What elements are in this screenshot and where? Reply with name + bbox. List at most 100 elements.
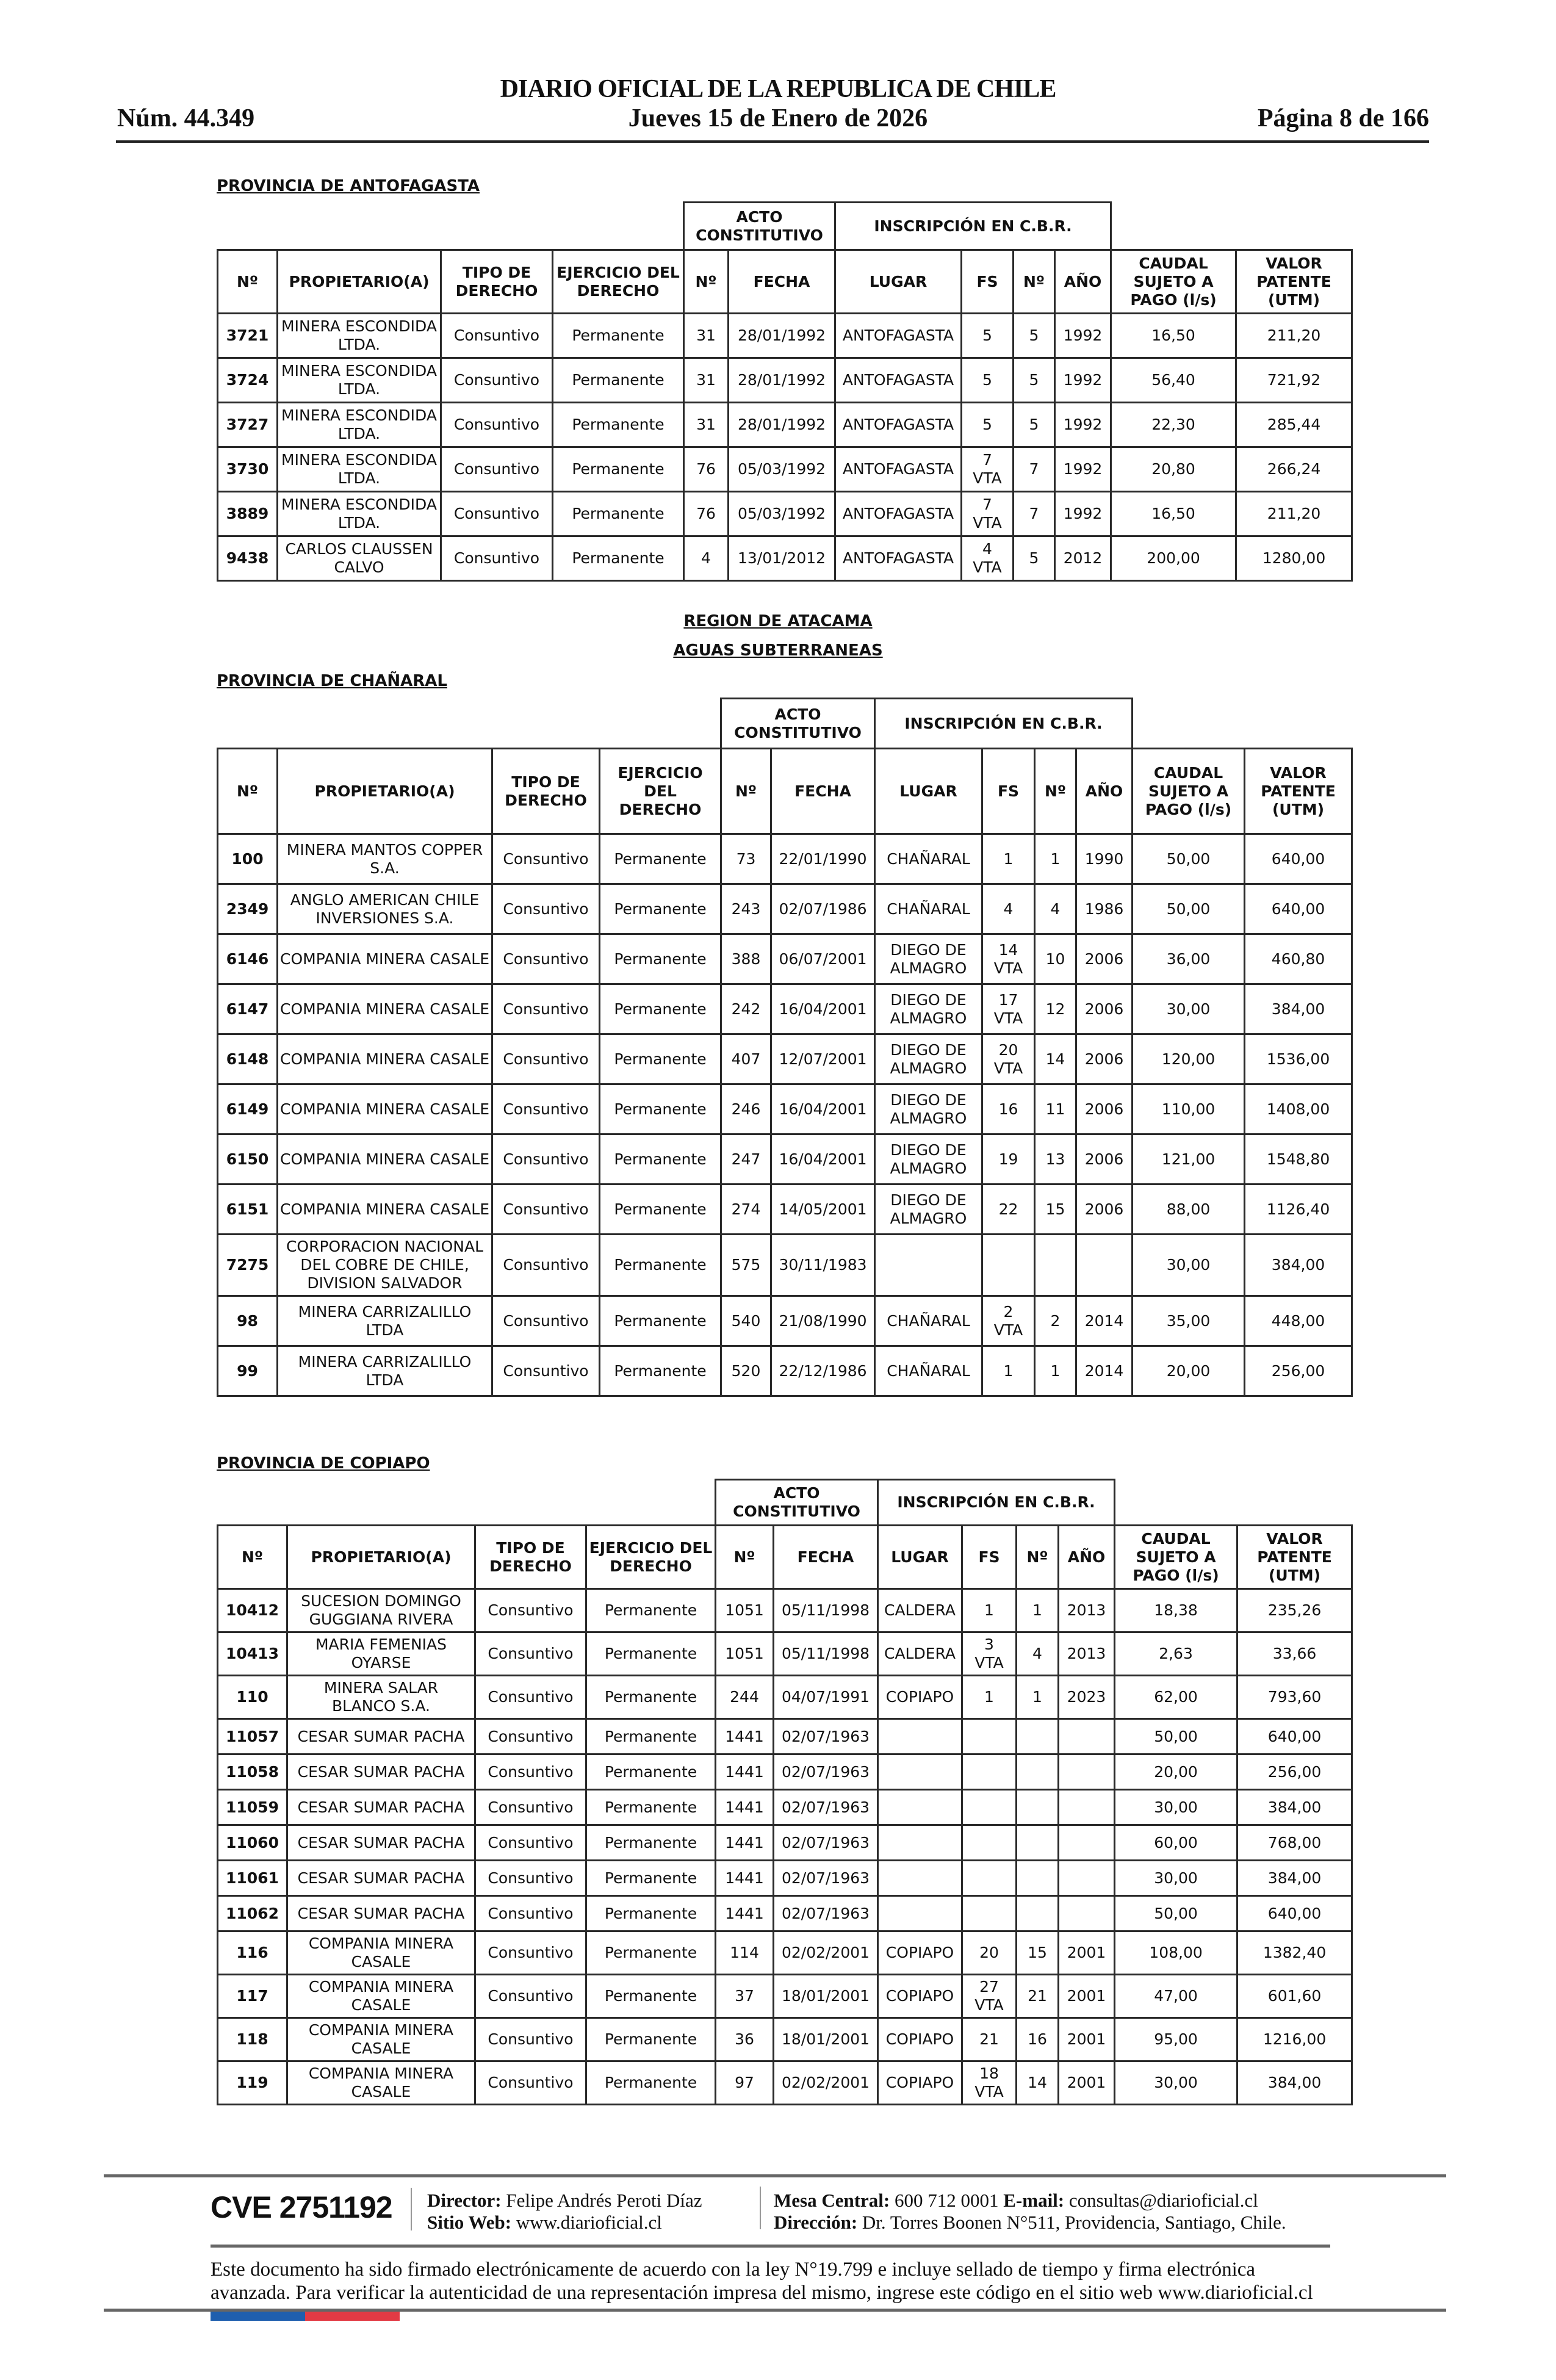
- cell-cbr-nro: 1: [1034, 833, 1077, 885]
- cell-nro: 110: [217, 1675, 288, 1720]
- cell-fs: [961, 1895, 1017, 1932]
- cell-anio: 2006: [1075, 1133, 1134, 1185]
- column-header-caudal: CAUDAL SUJETO A PAGO (l/s): [1110, 249, 1237, 314]
- cell-ejercicio: Permanente: [599, 1233, 722, 1297]
- column-header-nro: Nº: [217, 748, 278, 835]
- cell-anio: 1992: [1053, 312, 1112, 359]
- blank-cell: [1115, 1480, 1352, 1526]
- cell-caudal: 35,00: [1131, 1295, 1246, 1347]
- cell-nro: 3721: [217, 312, 278, 359]
- cell-caudal: 88,00: [1131, 1183, 1246, 1235]
- table-row: 119 COMPANIA MINERA CASALE Consuntivo Perma…: [217, 2060, 1353, 2105]
- cell-lugar: DIEGO DE ALMAGRO: [874, 933, 983, 985]
- cell-anio: 2014: [1075, 1295, 1134, 1347]
- cell-caudal: 30,00: [1131, 1233, 1246, 1297]
- cell-tipo-derecho: Consuntivo: [491, 1033, 600, 1085]
- cell-acto-nro: 76: [683, 446, 729, 492]
- cell-ejercicio: Permanente: [599, 883, 722, 935]
- column-header-tipo-derecho: TIPO DE DERECHO: [491, 748, 600, 835]
- cell-nro: 3730: [217, 446, 278, 492]
- cell-fs: 4 VTA: [960, 535, 1014, 582]
- website-link[interactable]: www.diarioficial.cl: [516, 2212, 662, 2233]
- cell-cbr-nro: [1015, 1859, 1059, 1897]
- cell-anio: 2012: [1053, 535, 1112, 582]
- cell-acto-nro: 1051: [715, 1588, 774, 1633]
- group-header-row: ACTO CONSTITUTIVO INSCRIPCIÓN EN C.B.R.: [217, 1479, 1352, 1526]
- cell-caudal: 30,00: [1131, 983, 1246, 1035]
- section-title-antofagasta: PROVINCIA DE ANTOFAGASTA: [217, 177, 480, 195]
- footer-separator: [760, 2187, 761, 2229]
- cell-acto-nro: 97: [715, 2060, 774, 2105]
- cell-anio: 2006: [1075, 933, 1134, 985]
- cell-tipo-derecho: Consuntivo: [474, 2060, 587, 2105]
- cell-acto-fecha: 02/07/1963: [773, 1824, 879, 1861]
- cell-caudal: 36,00: [1131, 933, 1246, 985]
- cell-fs: 27 VTA: [961, 1974, 1017, 2019]
- cell-fs: 1: [981, 833, 1036, 885]
- cell-propietario: MINERA CARRIZALILLO LTDA: [276, 1295, 493, 1347]
- cell-tipo-derecho: Consuntivo: [474, 1588, 587, 1633]
- column-header-propietario: PROPIETARIO(A): [286, 1524, 476, 1590]
- cell-nro: 2349: [217, 883, 278, 935]
- column-header-anio: AÑO: [1075, 748, 1134, 835]
- cell-acto-nro: 407: [720, 1033, 772, 1085]
- column-header-lugar: LUGAR: [877, 1524, 963, 1590]
- cell-acto-nro: 76: [683, 491, 729, 537]
- email-label: E-mail:: [1003, 2190, 1065, 2211]
- cell-ejercicio: Permanente: [552, 357, 685, 403]
- cell-acto-nro: 1441: [715, 1859, 774, 1897]
- cell-valor-patente: 460,80: [1244, 933, 1353, 985]
- cell-ejercicio: Permanente: [585, 1895, 716, 1932]
- cell-lugar: CHAÑARAL: [874, 1345, 983, 1397]
- cell-anio: 1990: [1075, 833, 1134, 885]
- cell-tipo-derecho: Consuntivo: [491, 883, 600, 935]
- cell-anio: 2001: [1057, 1930, 1116, 1975]
- cell-anio: 2013: [1057, 1588, 1116, 1633]
- cell-lugar: ANTOFAGASTA: [834, 312, 962, 359]
- cell-tipo-derecho: Consuntivo: [491, 1345, 600, 1397]
- cell-tipo-derecho: Consuntivo: [440, 535, 553, 582]
- cell-fs: [961, 1789, 1017, 1826]
- cell-cbr-nro: [1015, 1895, 1059, 1932]
- cell-propietario: CESAR SUMAR PACHA: [286, 1753, 476, 1790]
- cell-propietario: CESAR SUMAR PACHA: [286, 1824, 476, 1861]
- column-header-row: Nº PROPIETARIO(A) TIPO DE DERECHO EJERCICIO…: [217, 249, 1353, 314]
- table-row: 3730 MINERA ESCONDIDA LTDA. Consuntivo Perm…: [217, 446, 1353, 492]
- cell-acto-nro: 1051: [715, 1631, 774, 1676]
- cell-ejercicio: Permanente: [552, 535, 685, 582]
- cell-lugar: CALDERA: [877, 1588, 963, 1633]
- cell-anio: 2006: [1075, 1033, 1134, 1085]
- cell-lugar: ANTOFAGASTA: [834, 535, 962, 582]
- cell-propietario: CARLOS CLAUSSEN CALVO: [276, 535, 442, 582]
- email-link[interactable]: consultas@diarioficial.cl: [1068, 2190, 1258, 2211]
- cell-ejercicio: Permanente: [585, 1824, 716, 1861]
- cell-valor-patente: 256,00: [1236, 1753, 1353, 1790]
- table-row: 3727 MINERA ESCONDIDA LTDA. Consuntivo Perm…: [217, 402, 1353, 448]
- web-label: Sitio Web:: [427, 2212, 512, 2233]
- cell-anio: [1057, 1753, 1116, 1790]
- cell-anio: 1992: [1053, 446, 1112, 492]
- footer-divider: [104, 2174, 1446, 2177]
- cell-cbr-nro: 5: [1012, 312, 1056, 359]
- column-header-cbr-nro: Nº: [1034, 748, 1077, 835]
- cell-nro: 99: [217, 1345, 278, 1397]
- table-antofagasta: ACTO CONSTITUTIVO INSCRIPCIÓN EN C.B.R. Nº…: [217, 201, 1353, 582]
- cell-lugar: CHAÑARAL: [874, 883, 983, 935]
- cell-fs: 17 VTA: [981, 983, 1036, 1035]
- cell-acto-fecha: 02/07/1986: [770, 883, 876, 935]
- cell-acto-fecha: 22/12/1986: [770, 1345, 876, 1397]
- cell-lugar: [877, 1895, 963, 1932]
- cell-acto-nro: 243: [720, 883, 772, 935]
- cell-anio: [1057, 1789, 1116, 1826]
- column-header-anio: AÑO: [1053, 249, 1112, 314]
- cell-fs: 7 VTA: [960, 491, 1014, 537]
- cell-caudal: 18,38: [1114, 1588, 1239, 1633]
- cell-acto-nro: 388: [720, 933, 772, 985]
- cell-lugar: COPIAPO: [877, 2017, 963, 2062]
- table-row: 10412 SUCESION DOMINGO GUGGIANA RIVERA Con…: [217, 1588, 1353, 1633]
- cell-fs: 20 VTA: [981, 1033, 1036, 1085]
- cell-acto-nro: 31: [683, 312, 729, 359]
- cell-acto-nro: 274: [720, 1183, 772, 1235]
- cell-ejercicio: Permanente: [585, 1859, 716, 1897]
- cell-anio: [1057, 1824, 1116, 1861]
